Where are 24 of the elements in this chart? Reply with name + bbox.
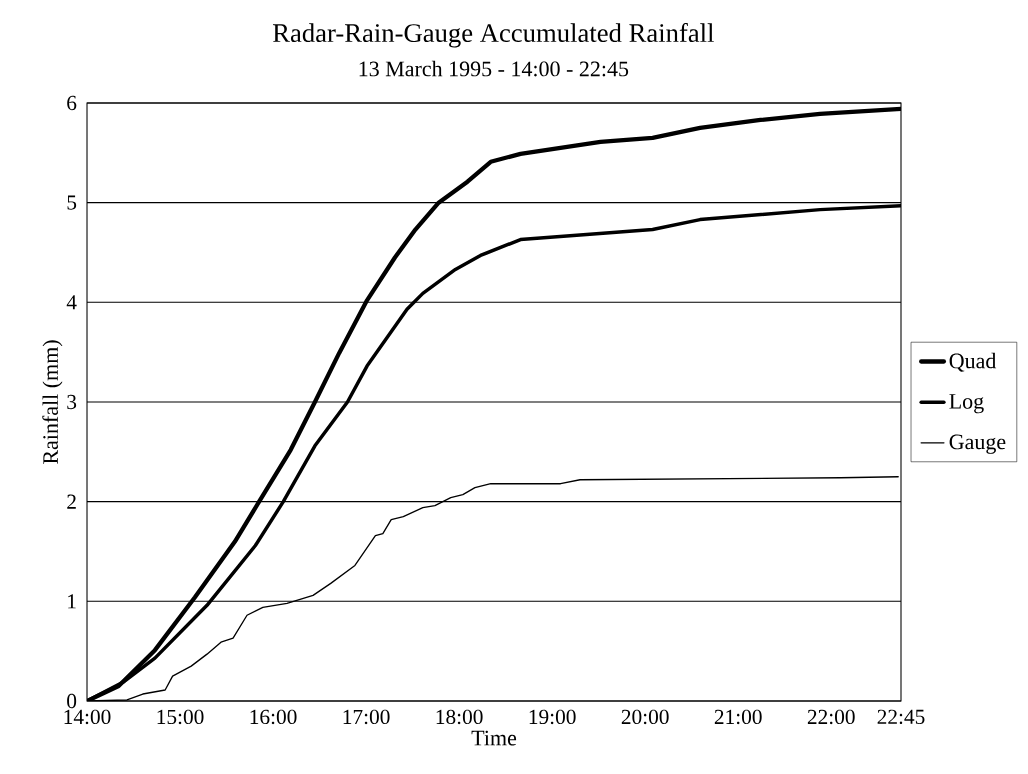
y-tick-label: 2 xyxy=(67,494,76,509)
x-tick-label: 22:45 xyxy=(877,709,925,725)
y-tick-label: 3 xyxy=(67,394,77,410)
x-tick-label: 15:00 xyxy=(157,709,204,725)
chart-subtitle: 13 March 1995 - 14:00 - 22:45 xyxy=(359,60,629,77)
y-tick-label: 5 xyxy=(67,195,77,210)
x-tick-label: 19:00 xyxy=(529,709,576,725)
y-axis-title: Rainfall (mm) xyxy=(42,340,63,464)
y-tick-label: 1 xyxy=(68,594,76,609)
x-axis-title: Time xyxy=(471,730,517,746)
x-tick-label: 17:00 xyxy=(343,709,390,725)
x-tick-label: 20:00 xyxy=(621,709,669,725)
legend-label: Log xyxy=(949,394,984,414)
y-tick-label: 4 xyxy=(66,295,77,310)
x-tick-label: 14:00 xyxy=(64,709,111,725)
chart-title: Radar-Rain-Gauge Accumulated Rainfall xyxy=(272,23,714,48)
x-tick-label: 22:00 xyxy=(807,709,855,725)
x-tick-label: 18:00 xyxy=(436,709,483,725)
x-tick-label: 21:00 xyxy=(714,709,762,725)
legend-label: Quad xyxy=(949,352,997,372)
y-tick-label: 0 xyxy=(67,693,77,709)
x-tick-label: 16:00 xyxy=(250,709,297,725)
y-tick-label: 6 xyxy=(67,95,77,111)
legend-label: Gauge xyxy=(949,434,1006,454)
